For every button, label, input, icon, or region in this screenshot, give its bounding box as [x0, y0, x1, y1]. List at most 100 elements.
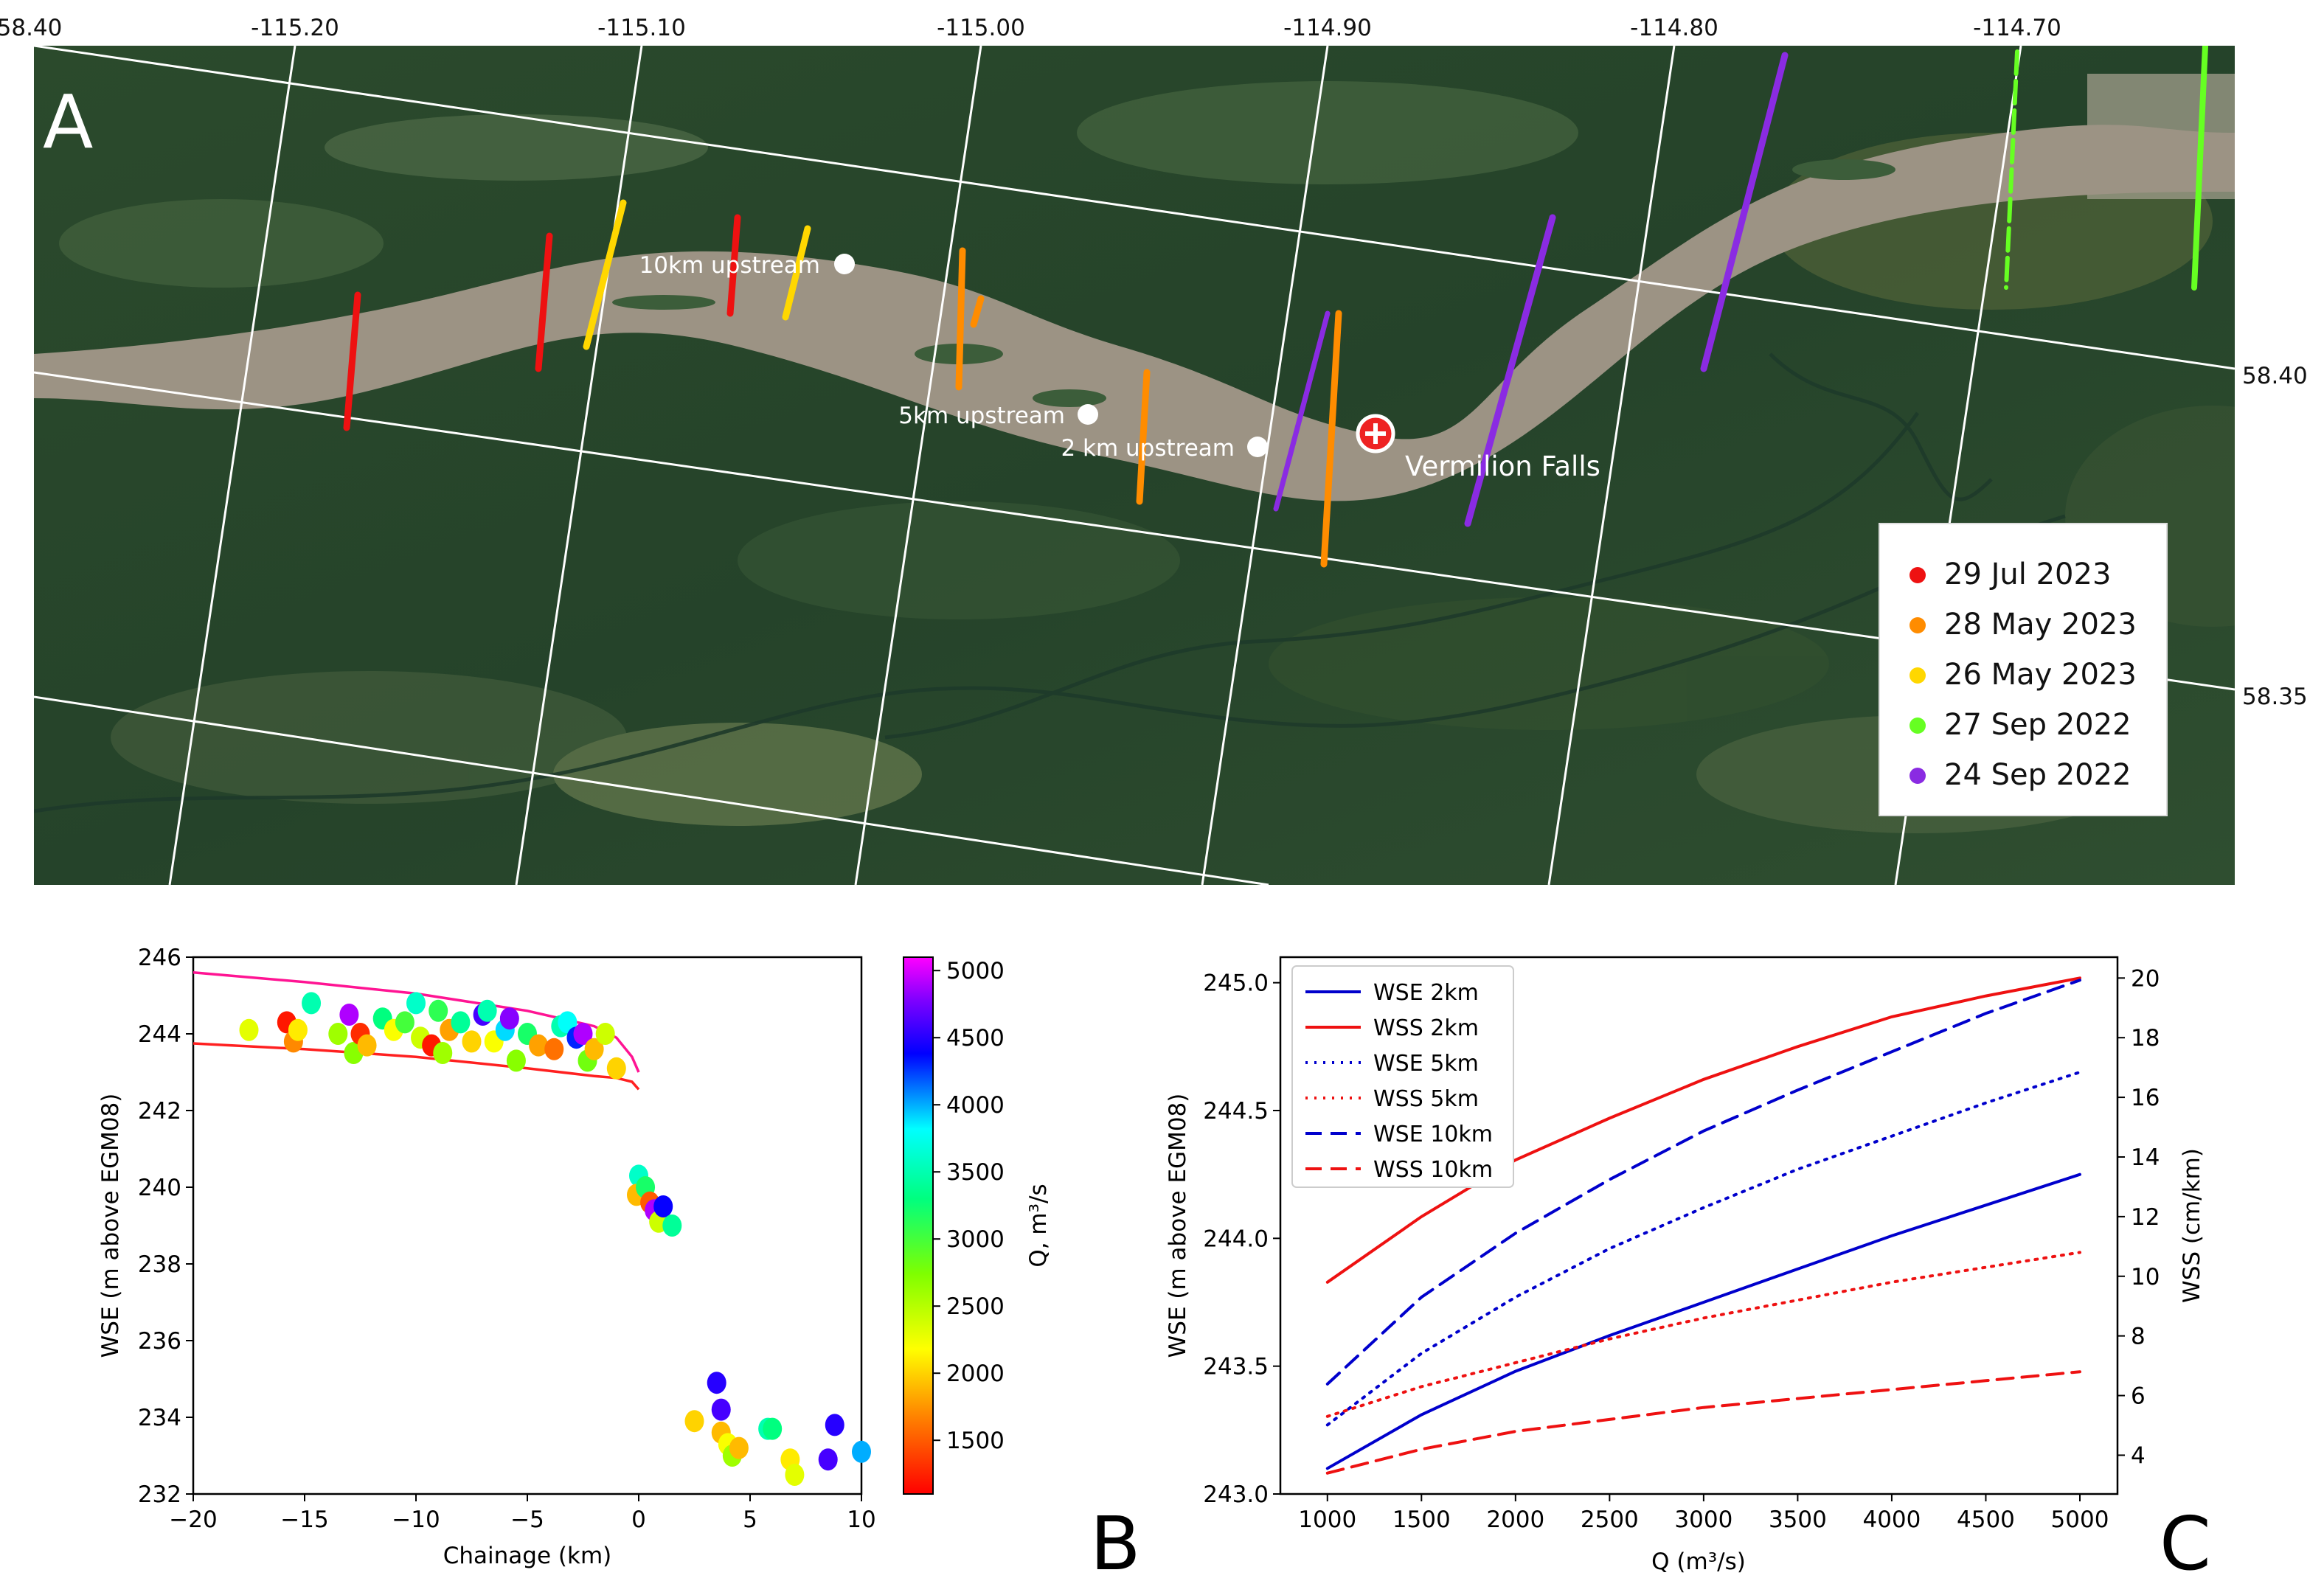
lon-tick-label: -115.10	[597, 15, 686, 41]
panel-b-label: B	[1090, 1501, 1141, 1581]
legend-label: 29 Jul 2023	[1944, 557, 2111, 591]
track-28-may-2023	[970, 295, 985, 328]
panel-a-map: 10km upstream 5km upstream 2 km upstream…	[0, 15, 2308, 885]
vermilion-falls-icon	[1356, 414, 1395, 454]
panel-b-xlabel: Chainage (km)	[443, 1543, 612, 1569]
marker-10km-upstream	[834, 254, 855, 274]
map-legend: 29 Jul 2023 28 May 2023 26 May 2023 27 Sep …	[1879, 523, 2168, 816]
scatter-point	[852, 1440, 871, 1463]
legend-label: WSE 10km	[1373, 1122, 1493, 1147]
track-26-may-2023	[782, 225, 811, 321]
scatter-point	[433, 1042, 453, 1064]
panel-c-chart: 1000 1500 2000 2500 3000 3500 4000 4500 5000 243.…	[1165, 956, 2211, 1581]
track-27-sep-2022	[2191, 46, 2208, 291]
legend-label: WSS 5km	[1373, 1086, 1479, 1112]
label-vermilion-falls: Vermilion Falls	[1405, 451, 1600, 482]
scatter-point	[707, 1372, 726, 1394]
label-10km-upstream: 10km upstream	[639, 252, 820, 279]
panel-b-chart: −20 −15 −10 −5 0 5 10232234236238240242244246 …	[97, 945, 1141, 1581]
y-tick-label: 243.0	[1203, 1481, 1269, 1508]
scatter-point	[506, 1049, 526, 1072]
ground-tracks	[343, 46, 2208, 568]
x-tick-label: 5000	[2051, 1507, 2109, 1533]
legend-label: 27 Sep 2022	[1944, 708, 2132, 742]
x-tick-label: −20	[169, 1507, 217, 1533]
scatter-point	[239, 1018, 259, 1041]
colorbar-tick-label: 5000	[946, 958, 1005, 984]
scatter-point	[529, 1034, 549, 1057]
scatter-point	[684, 1410, 704, 1433]
x-tick-label: 5	[743, 1507, 757, 1533]
panel-b-colorbar-label: Q, m³/s	[1025, 1184, 1052, 1267]
scatter-point	[711, 1398, 731, 1421]
panel-c-y2label: WSS (cm/km)	[2179, 1148, 2205, 1303]
lon-tick-label: -115.20	[251, 15, 339, 41]
marker-5km-upstream	[1078, 404, 1098, 425]
series-line-wss-2km	[1325, 976, 2081, 1284]
y2-tick-label: 18	[2131, 1025, 2160, 1052]
panel-b-ylabel: WSE (m above EGM08)	[97, 1094, 124, 1358]
x-tick-label: 10	[847, 1507, 875, 1533]
lon-tick-label: 58.40	[0, 15, 62, 41]
y2-tick-label: 16	[2131, 1085, 2160, 1111]
panel-c-label: C	[2160, 1501, 2211, 1581]
y-tick-label: 244.0	[1203, 1226, 1269, 1252]
x-tick-label: −15	[280, 1507, 328, 1533]
y-tick-label: 240	[138, 1175, 181, 1201]
scatter-point	[288, 1018, 308, 1041]
track-27-sep-2022	[2004, 49, 2019, 290]
track-29-jul-2023	[535, 232, 553, 372]
scatter-point	[499, 1007, 519, 1030]
panel-b-colorbar	[903, 956, 934, 1495]
graticule	[34, 46, 2235, 885]
track-29-jul-2023	[343, 291, 361, 431]
x-tick-label: 2500	[1581, 1507, 1639, 1533]
y-tick-label: 244	[138, 1021, 181, 1048]
legend-swatch	[1910, 667, 1926, 684]
label-5km-upstream: 5km upstream	[898, 403, 1065, 429]
scatter-point	[302, 992, 322, 1015]
track-28-may-2023	[955, 247, 966, 391]
series-line-wse-2km	[1325, 1172, 2081, 1470]
x-tick-label: 4000	[1862, 1507, 1921, 1533]
y2-tick-label: 6	[2131, 1383, 2146, 1410]
y-tick-label: 234	[138, 1405, 181, 1431]
y2-tick-label: 8	[2131, 1324, 2146, 1350]
legend-swatch	[1910, 768, 1926, 784]
river-channel	[34, 125, 2235, 501]
legend-swatch	[1910, 717, 1926, 734]
legend-label: WSE 2km	[1373, 980, 1479, 1006]
tributary-streams	[34, 352, 2066, 813]
y-tick-label: 232	[138, 1481, 181, 1508]
scatter-point	[406, 992, 426, 1015]
track-24-sep-2022	[1700, 52, 1789, 372]
lon-tick-label: -114.70	[1973, 15, 2061, 41]
scatter-point	[462, 1030, 482, 1053]
y-tick-label: 238	[138, 1251, 181, 1278]
track-24-sep-2022	[1464, 214, 1556, 527]
legend-label: 24 Sep 2022	[1944, 758, 2132, 792]
scatter-point	[653, 1195, 673, 1217]
lat-tick-label: 58.35	[2242, 684, 2308, 710]
track-26-may-2023	[583, 199, 627, 350]
label-2km-upstream: 2 km upstream	[1061, 435, 1235, 462]
y2-tick-label: 4	[2131, 1442, 2146, 1469]
x-tick-label: 2000	[1486, 1507, 1544, 1533]
scatter-point	[595, 1023, 615, 1045]
scatter-point	[477, 999, 497, 1022]
y-tick-label: 236	[138, 1328, 181, 1355]
scatter-point	[544, 1038, 564, 1060]
colorbar-tick-label: 2500	[946, 1293, 1005, 1320]
scatter-point	[662, 1215, 682, 1237]
scatter-point	[328, 1023, 348, 1045]
x-tick-label: 3000	[1674, 1507, 1732, 1533]
track-28-may-2023	[1320, 310, 1342, 568]
colorbar-tick-label: 4500	[946, 1025, 1005, 1052]
scatter-point	[395, 1011, 414, 1034]
x-tick-label: 1500	[1392, 1507, 1451, 1533]
panel-c-legend-box	[1291, 965, 1514, 1188]
scatter-point	[825, 1414, 844, 1436]
scatter-point	[429, 999, 448, 1022]
scatter-point	[451, 1011, 471, 1034]
